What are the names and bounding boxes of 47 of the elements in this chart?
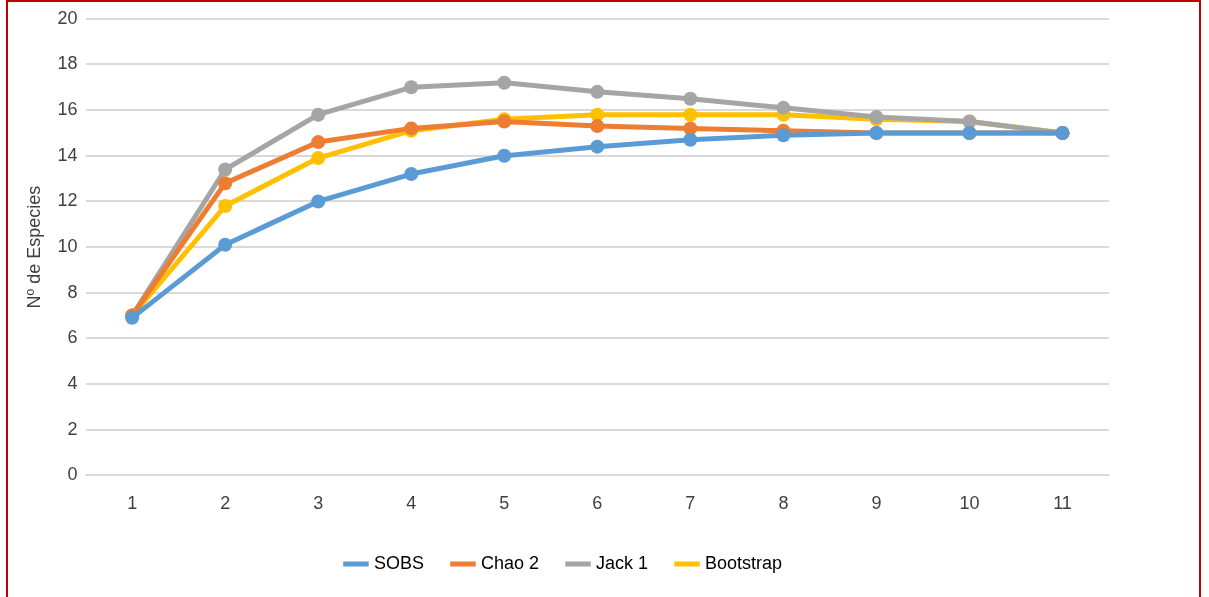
y-tick-label: 18 <box>57 53 78 74</box>
y-tick-label: 4 <box>67 373 78 394</box>
x-tick-label: 7 <box>685 493 696 514</box>
y-tick-label: 14 <box>57 144 78 165</box>
y-tick-label: 2 <box>67 418 78 439</box>
x-tick-label: 11 <box>1053 493 1072 514</box>
legend-label: SOBS <box>373 552 424 573</box>
point <box>776 100 791 115</box>
point <box>497 75 512 90</box>
point <box>311 151 326 166</box>
point <box>218 176 233 191</box>
y-tick-label: 16 <box>57 99 78 120</box>
y-tick-label: 6 <box>67 327 78 348</box>
x-tick-label: 9 <box>871 493 882 514</box>
x-tick-label: 1 <box>127 493 138 514</box>
y-tick-label: 12 <box>57 190 78 211</box>
point <box>218 162 233 177</box>
point <box>311 194 326 209</box>
legend-label: Bootstrap <box>705 552 783 573</box>
y-tick-label: 10 <box>57 236 78 257</box>
point <box>683 91 698 106</box>
point <box>218 237 233 252</box>
point <box>590 84 605 99</box>
x-tick-label: 3 <box>313 493 324 514</box>
x-tick-label: 5 <box>499 493 510 514</box>
point <box>683 107 698 122</box>
point <box>497 148 512 163</box>
y-tick-label: 8 <box>67 281 78 302</box>
point <box>404 80 419 95</box>
point <box>311 135 326 150</box>
x-tick-label: 8 <box>778 493 789 514</box>
point <box>776 128 791 143</box>
point <box>311 107 326 122</box>
point <box>590 139 605 154</box>
point <box>590 119 605 134</box>
y-tick-label: 20 <box>57 7 78 28</box>
legend-label: Jack 1 <box>596 552 649 573</box>
legend-label: Chao 2 <box>480 552 539 573</box>
point <box>404 167 419 182</box>
y-axis-title: Nº de Especies <box>23 185 44 309</box>
point <box>683 132 698 147</box>
y-tick-label: 0 <box>67 464 78 485</box>
point <box>218 199 233 214</box>
x-tick-label: 2 <box>220 493 231 514</box>
x-tick-label: 6 <box>592 493 603 514</box>
x-tick-label: 4 <box>406 493 417 514</box>
x-tick-label: 10 <box>959 493 980 514</box>
